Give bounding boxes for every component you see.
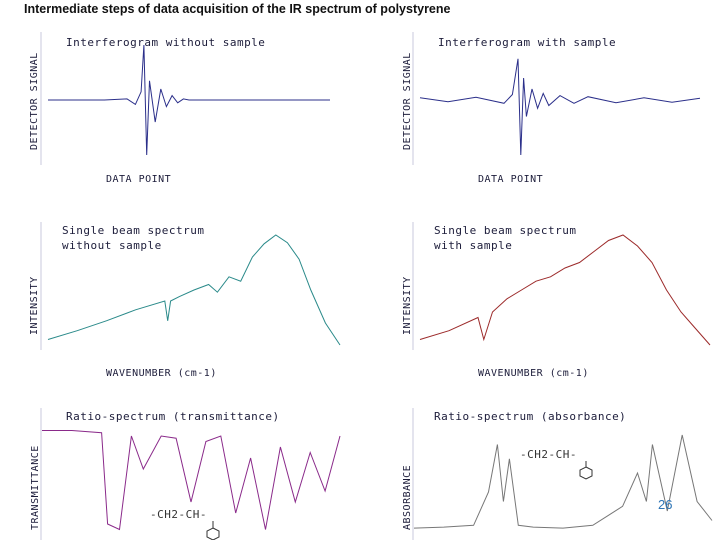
page-title: Intermediate steps of data acquisition o… bbox=[24, 2, 451, 16]
single-beam-trace bbox=[419, 234, 711, 346]
interferogram-trace bbox=[48, 44, 330, 156]
structure-label: -CH2-CH- bbox=[150, 508, 207, 521]
panel-label: Single beam spectrum bbox=[62, 224, 204, 237]
panel-label: Single beam spectrum bbox=[434, 224, 576, 237]
benzene-ring-icon bbox=[579, 466, 593, 480]
panel-label: without sample bbox=[62, 239, 162, 252]
y-axis-label: ABSORBANCE bbox=[402, 465, 413, 530]
y-axis-label: TRANSMITTANCE bbox=[30, 445, 41, 530]
transmittance-trace bbox=[42, 430, 341, 531]
panel-label: Interferogram without sample bbox=[66, 36, 265, 49]
structure-label: -CH2-CH- bbox=[520, 448, 577, 461]
panel-label: Ratio-spectrum (absorbance) bbox=[434, 410, 626, 423]
y-axis-label: DETECTOR SIGNAL bbox=[29, 52, 40, 150]
y-axis-label: INTENSITY bbox=[402, 276, 413, 335]
panel-label: Interferogram with sample bbox=[438, 36, 616, 49]
panel-label: Ratio-spectrum (transmittance) bbox=[66, 410, 280, 423]
benzene-ring-icon bbox=[206, 527, 220, 540]
page-number: 26 bbox=[658, 497, 673, 512]
x-axis-label: WAVENUMBER (cm-1) bbox=[106, 368, 217, 379]
single-beam-trace bbox=[47, 234, 341, 346]
x-axis-label: DATA POINT bbox=[106, 174, 171, 185]
y-axis-label: DETECTOR SIGNAL bbox=[402, 52, 413, 150]
x-axis-label: DATA POINT bbox=[478, 174, 543, 185]
absorbance-trace bbox=[413, 434, 713, 529]
x-axis-label: WAVENUMBER (cm-1) bbox=[478, 368, 589, 379]
interferogram-trace bbox=[419, 58, 701, 156]
panel-label: with sample bbox=[434, 239, 512, 252]
y-axis-label: INTENSITY bbox=[29, 276, 40, 335]
